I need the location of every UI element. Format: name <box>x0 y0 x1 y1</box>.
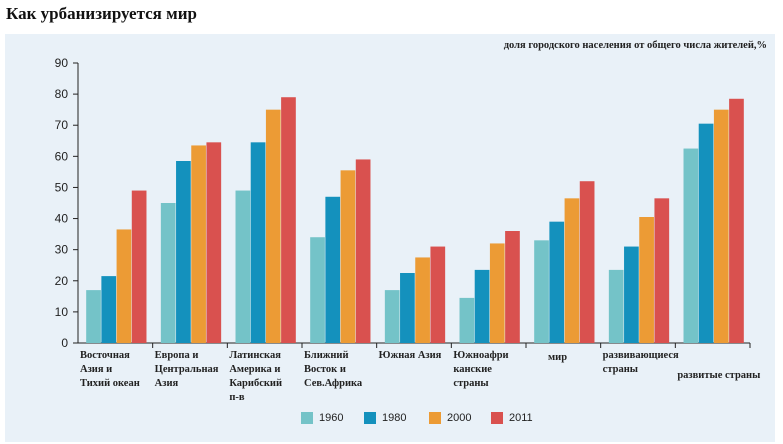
bar-2011-3 <box>281 97 296 343</box>
bar-2011-1 <box>131 190 147 343</box>
bar-2000-2 <box>191 145 206 343</box>
legend-swatch-1960 <box>301 412 313 424</box>
y-tick-label: 0 <box>61 336 68 350</box>
category-label-2: Европа и Центральная Азия <box>154 350 219 389</box>
y-tick-label: 20 <box>55 274 69 288</box>
bar-2011-7 <box>579 181 595 343</box>
bar-1960-1 <box>86 290 101 343</box>
bar-1960-3 <box>235 190 251 343</box>
bar-1960-7 <box>534 240 549 343</box>
legend-swatch-2000 <box>429 412 441 424</box>
legend-label-2011: 2011 <box>509 412 533 424</box>
bar-2000-9 <box>713 109 729 344</box>
category-label-5: Южная Азия <box>378 350 442 361</box>
legend-swatch-1980 <box>364 412 376 424</box>
bar-1960-2 <box>160 203 176 343</box>
y-tick-label: 60 <box>55 149 69 163</box>
bar-1980-4 <box>325 196 341 343</box>
legend-item-2000: 2000 <box>429 412 471 424</box>
bar-2000-1 <box>116 229 132 343</box>
y-tick-label: 90 <box>55 56 69 70</box>
bar-1980-6 <box>474 269 490 343</box>
legend-label-1960: 1960 <box>319 412 344 424</box>
y-tick-label: 70 <box>55 118 69 132</box>
legend-label-2000: 2000 <box>447 412 472 424</box>
bar-2000-5 <box>415 257 430 343</box>
bar-chart: 0 10 20 30 40 50 60 70 80 90 <box>55 56 751 350</box>
y-tick-label: 30 <box>55 243 69 257</box>
bar-1960-4 <box>310 237 325 343</box>
bar-1960-6 <box>459 297 475 343</box>
y-tick-label: 80 <box>55 87 69 101</box>
bar-2011-5 <box>430 246 446 343</box>
category-label-8: развивающиеся страны <box>602 350 679 375</box>
category-label-3: Латинская Америка и Карибский п-в <box>229 350 283 403</box>
chart-panel: 0 10 20 30 40 50 60 70 80 90 доля городского насе… <box>5 34 775 442</box>
bar-1980-8 <box>624 246 639 343</box>
bar-1960-9 <box>683 148 699 343</box>
bar-1980-1 <box>101 276 117 343</box>
category-label-6: Южноафри канские страны <box>453 350 509 389</box>
category-label-1: Восточная Азия и Тихий океан <box>80 350 140 389</box>
y-tick-label: 50 <box>55 180 69 194</box>
bar-1980-9 <box>698 123 714 344</box>
legend-swatch-2011 <box>491 412 503 424</box>
bar-1980-7 <box>549 221 565 343</box>
legend-label-1980: 1980 <box>382 412 407 424</box>
bar-2011-6 <box>505 231 520 343</box>
bar-2011-8 <box>654 198 670 343</box>
bar-1960-5 <box>384 290 400 343</box>
bar-1980-3 <box>250 142 266 343</box>
chart-title: Как урбанизируется мир <box>6 4 197 23</box>
bar-1960-8 <box>608 269 624 343</box>
category-label-4: Ближний Восток и Сев.Африка <box>304 350 363 389</box>
bar-2011-9 <box>729 98 744 344</box>
legend-item-1980: 1980 <box>364 412 406 424</box>
bar-2011-2 <box>206 142 222 343</box>
bar-1980-5 <box>400 273 415 343</box>
legend-item-2011: 2011 <box>491 412 533 424</box>
category-label-9: развитые страны <box>677 370 761 381</box>
bar-2000-3 <box>265 109 281 344</box>
legend-item-1960: 1960 <box>301 412 343 424</box>
bar-2000-8 <box>639 217 654 343</box>
y-tick-label: 40 <box>55 212 69 226</box>
bar-1980-2 <box>176 161 191 343</box>
y-axis-label: доля городского населения от общего числ… <box>503 40 767 51</box>
bar-2000-6 <box>489 243 505 343</box>
bar-2011-4 <box>355 159 371 343</box>
category-label-7: мир <box>548 352 568 363</box>
bar-2000-7 <box>564 198 580 343</box>
bar-2000-4 <box>340 170 356 343</box>
y-tick-label: 10 <box>55 305 69 319</box>
